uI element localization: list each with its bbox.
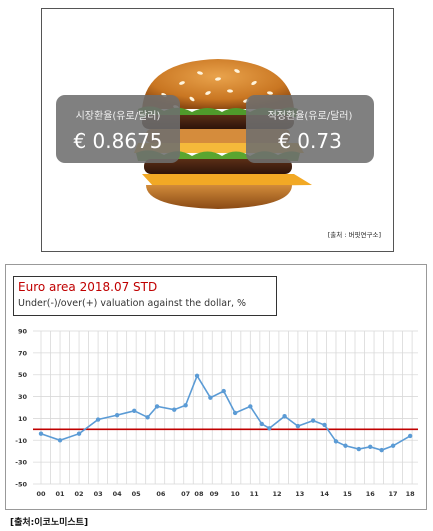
x-tick-label: 10 — [231, 490, 241, 498]
data-point — [356, 446, 362, 452]
x-tick-label: 01 — [56, 490, 66, 498]
data-point — [343, 443, 348, 448]
x-tick-label: 13 — [295, 490, 304, 498]
data-point — [322, 422, 327, 428]
x-tick-label: 04 — [113, 490, 123, 498]
market-rate-box: 시장환율(유로/달러) € 0.8675 — [56, 95, 180, 163]
data-point — [407, 433, 413, 439]
data-point — [194, 373, 200, 379]
data-point — [38, 431, 44, 436]
data-point — [368, 444, 373, 450]
x-tick-label: 02 — [75, 490, 84, 498]
valuation-line-chart: 90 70 50 30 10 -10 -30 -50 00 01 02 03 04 05 06 07 08 09 1… — [15, 328, 418, 498]
data-point — [57, 438, 63, 443]
x-tick-label: 07 — [181, 490, 190, 498]
data-point — [76, 431, 82, 436]
valuation-chart-card: 90 70 50 30 10 -10 -30 -50 00 01 02 03 04 05 06 07 08 09 1… — [5, 264, 427, 510]
data-point — [208, 395, 213, 400]
data-point — [132, 408, 137, 413]
data-point — [172, 407, 177, 412]
x-tick-label: 11 — [250, 490, 260, 498]
y-tick-label: 30 — [18, 393, 28, 401]
fair-rate-value: € 0.73 — [278, 129, 342, 153]
fair-rate-box: 적정환율(유로/달러) € 0.73 — [246, 95, 374, 163]
y-tick-label: -30 — [15, 459, 27, 467]
x-tick-label: 14 — [320, 490, 330, 498]
x-tick-label: 05 — [132, 490, 142, 498]
data-point — [221, 388, 226, 394]
x-tick-label: 16 — [366, 490, 376, 498]
y-tick-label: -10 — [15, 437, 27, 445]
data-point — [379, 447, 384, 453]
data-point — [95, 417, 101, 422]
y-tick-label: 50 — [18, 371, 28, 379]
data-point — [154, 404, 160, 409]
x-tick-label: 09 — [210, 490, 220, 498]
x-tick-label: 15 — [343, 490, 353, 498]
chart-title-box: Euro area 2018.07 STD Under(-)/over(+) v… — [13, 276, 277, 316]
x-tick-label: 17 — [389, 490, 398, 498]
data-point — [282, 414, 287, 419]
data-point — [333, 439, 339, 444]
data-point — [232, 410, 238, 416]
y-tick-label: 90 — [18, 328, 28, 336]
data-point — [267, 426, 272, 431]
source-note-bottom: [출처:이코노미스트] — [10, 518, 89, 528]
valuation-series-line — [40, 374, 411, 451]
y-tick-label: -50 — [15, 481, 27, 489]
source-note-top: [출처 : 버핏연구소] — [327, 231, 381, 239]
x-tick-label: 12 — [272, 490, 281, 498]
market-rate-value: € 0.8675 — [73, 129, 163, 153]
data-point — [310, 418, 316, 423]
fair-rate-label: 적정환율(유로/달러) — [267, 111, 353, 122]
chart-title: Euro area 2018.07 STD — [18, 280, 158, 294]
x-tick-label: 18 — [406, 490, 416, 498]
data-point — [114, 412, 120, 418]
chart-subtitle: Under(-)/over(+) valuation against the d… — [18, 298, 247, 309]
data-point — [390, 443, 396, 448]
data-point — [145, 415, 150, 420]
x-tick-label: 00 — [36, 490, 46, 498]
x-tick-label: 08 — [194, 490, 204, 498]
data-point — [295, 423, 301, 429]
burger-image-card: 시장환율(유로/달러) € 0.8675 적정환율(유로/달러) € 0.73 … — [41, 8, 394, 252]
data-point — [183, 403, 188, 408]
y-tick-label: 10 — [18, 415, 28, 423]
x-tick-label: 06 — [156, 490, 166, 498]
market-rate-label: 시장환율(유로/달러) — [75, 111, 161, 122]
data-point — [259, 421, 264, 427]
y-tick-label: 70 — [18, 349, 28, 357]
data-point — [248, 404, 253, 409]
x-tick-label: 03 — [94, 490, 103, 498]
